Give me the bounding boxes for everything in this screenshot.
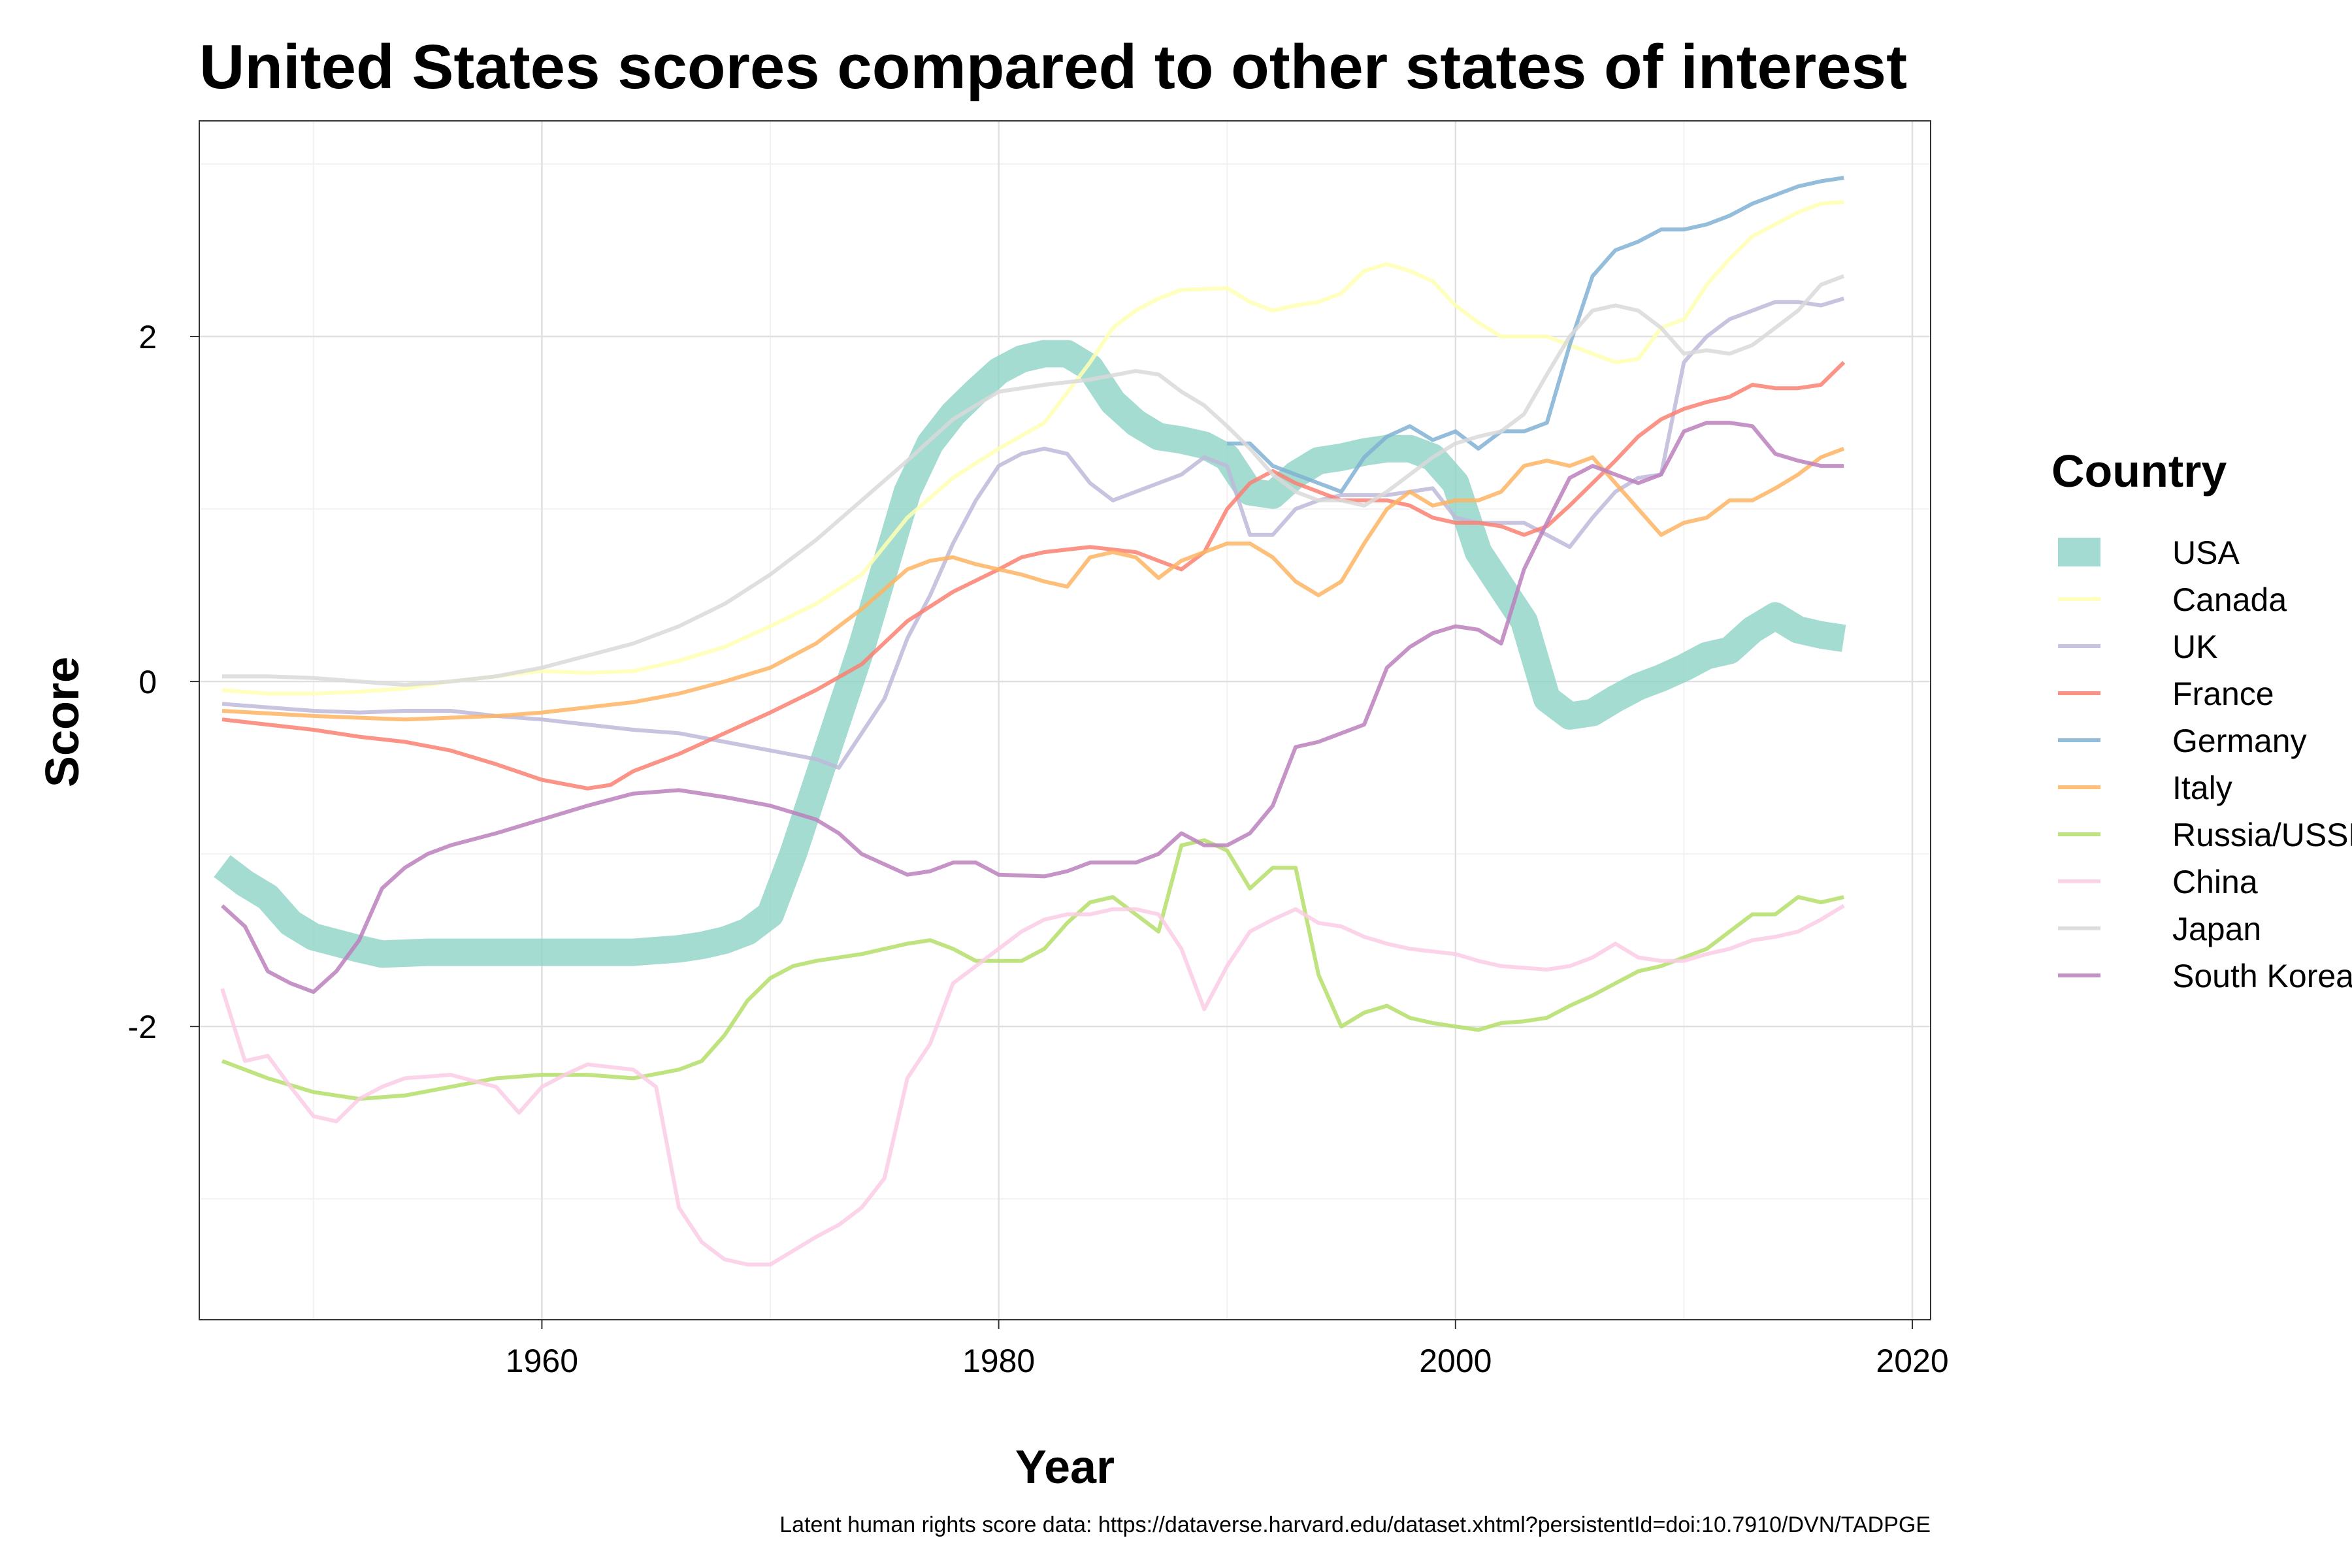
y-tick-label: 0 xyxy=(139,664,157,700)
series-line-germany xyxy=(1227,176,1844,494)
x-tick-label: 1960 xyxy=(506,1343,578,1379)
series-line-italy xyxy=(221,446,1845,722)
x-tick-label: 2020 xyxy=(1876,1343,1948,1379)
chart-title: United States scores compared to other s… xyxy=(199,32,1907,102)
legend-label-italy: Italy xyxy=(2172,770,2232,806)
y-tick-label: 2 xyxy=(139,319,157,355)
legend-label-russia-ussr: Russia/USSR xyxy=(2172,817,2352,853)
x-axis-ticks: 1960 1980 2000 2020 xyxy=(506,1320,1949,1379)
series-line-france xyxy=(221,361,1846,791)
series-line-canada xyxy=(221,200,1844,696)
y-tick-label: -2 xyxy=(128,1009,157,1045)
legend-label-france: France xyxy=(2172,676,2274,712)
legend: USA Canada UK France Germany Italy Russia/USSR… xyxy=(2058,534,2352,994)
x-axis-title: Year xyxy=(1015,1441,1115,1494)
series-line-china xyxy=(220,904,1845,1267)
y-axis-title: Score xyxy=(37,657,89,787)
caption: Latent human rights score data: https://… xyxy=(779,1512,1931,1537)
x-tick-label: 1980 xyxy=(962,1343,1035,1379)
series-line-uk xyxy=(221,297,1845,770)
x-tick-label: 2000 xyxy=(1419,1343,1492,1379)
legend-label-south-korea: South Korea xyxy=(2172,958,2352,994)
legend-label-germany: Germany xyxy=(2172,723,2307,759)
legend-label-uk: UK xyxy=(2172,629,2217,665)
legend-label-china: China xyxy=(2172,864,2258,900)
series-line-japan xyxy=(222,274,1845,687)
series-line-usa xyxy=(214,340,1846,968)
legend-title: Country xyxy=(2051,446,2227,497)
series-lines xyxy=(214,176,1846,1267)
series-line-south-korea xyxy=(220,421,1844,994)
legend-label-usa: USA xyxy=(2172,534,2240,571)
plot-panel-border xyxy=(199,120,1931,1320)
legend-label-canada: Canada xyxy=(2172,581,2287,618)
series-line-russia-ussr xyxy=(221,838,1844,1101)
legend-label-japan: Japan xyxy=(2172,911,2261,947)
y-axis-ticks: -2 0 2 xyxy=(128,319,199,1045)
